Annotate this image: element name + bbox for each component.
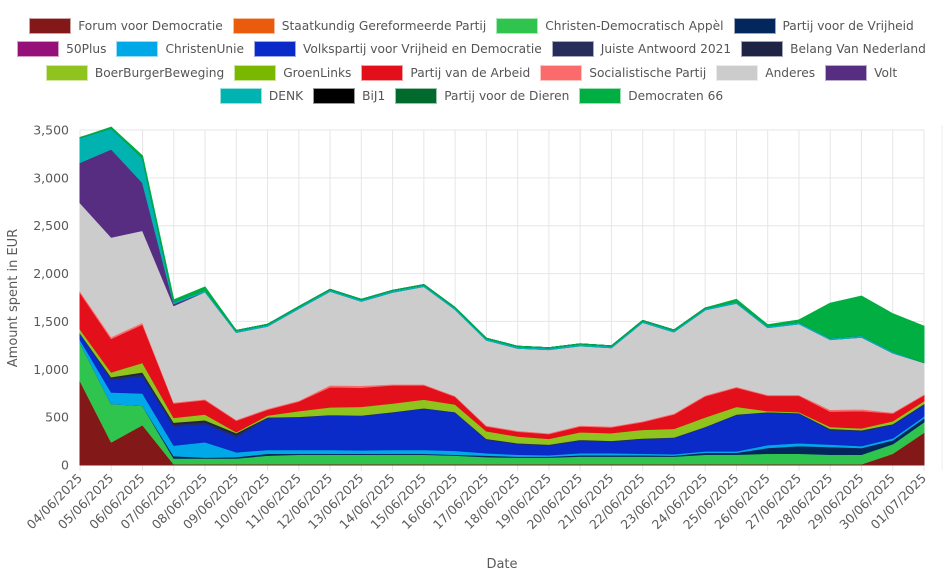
y-tick-label: 500: [45, 410, 69, 425]
legend-item[interactable]: Partij voor de Vrijheid: [733, 17, 914, 34]
legend-swatch: [579, 88, 622, 105]
legend-item[interactable]: Volt: [825, 64, 898, 81]
legend-label: Volt: [874, 65, 898, 80]
legend-item[interactable]: 50Plus: [17, 41, 107, 58]
legend-swatch: [219, 88, 262, 105]
legend-label: DENK: [268, 89, 304, 104]
x-axis-ticks: 04/06/202505/06/202506/06/202507/06/2025…: [24, 471, 930, 533]
y-tick-label: 3,000: [33, 170, 69, 185]
legend-swatch: [716, 64, 759, 81]
legend-label: Partij voor de Vrijheid: [782, 18, 914, 33]
legend-item[interactable]: DENK: [219, 88, 304, 105]
legend-label: Anderes: [765, 65, 816, 80]
legend-swatch: [496, 17, 539, 34]
legend-swatch: [17, 41, 60, 58]
y-tick-label: 2,000: [33, 266, 69, 281]
legend-label: Democraten 66: [628, 89, 724, 104]
legend-item[interactable]: Belang Van Nederland: [741, 41, 926, 58]
area-democraten-66[interactable]: [79, 126, 925, 364]
legend-label: Juiste Antwoord 2021: [600, 42, 732, 57]
legend-row: BoerBurgerBeweging GroenLinks Partij van d…: [0, 61, 943, 85]
legend-swatch: [551, 41, 594, 58]
legend-item[interactable]: Partij voor de Dieren: [395, 88, 570, 105]
legend-item[interactable]: Volkspartij voor Vrijheid en Democratie: [254, 41, 542, 58]
legend-swatch: [825, 64, 868, 81]
legend-swatch: [116, 41, 159, 58]
legend-label: 50Plus: [66, 42, 107, 57]
y-axis-title: Amount spent in EUR: [6, 229, 21, 367]
legend-row: Forum voor Democratie Staatkundig Gerefor…: [0, 14, 943, 38]
legend-item[interactable]: Socialistische Partij: [540, 64, 707, 81]
legend-swatch: [232, 17, 275, 34]
y-tick-label: 0: [61, 458, 69, 473]
legend-label: Partij voor de Dieren: [444, 89, 570, 104]
y-tick-label: 1,000: [33, 362, 69, 377]
legend-label: Belang Van Nederland: [790, 42, 926, 57]
legend-swatch: [313, 88, 356, 105]
legend-label: ChristenUnie: [165, 42, 244, 57]
legend-row: DENK BiJ1 Partij voor de Dieren Democraten …: [0, 85, 943, 109]
y-tick-label: 3,500: [33, 123, 69, 138]
area-series: [79, 126, 925, 466]
legend-item[interactable]: ChristenUnie: [116, 41, 244, 58]
legend-swatch: [741, 41, 784, 58]
legend-item[interactable]: Partij van de Arbeid: [361, 64, 531, 81]
legend-swatch: [361, 64, 404, 81]
legend-label: BiJ1: [362, 89, 386, 104]
legend-item[interactable]: Juiste Antwoord 2021: [551, 41, 732, 58]
legend-row: 50Plus ChristenUnie Volkspartij voor Vrijh…: [0, 38, 943, 62]
legend-swatch: [29, 17, 72, 34]
legend-item[interactable]: Staatkundig Gereformeerde Partij: [232, 17, 487, 34]
legend-item[interactable]: Christen-Democratisch Appèl: [496, 17, 724, 34]
legend-label: Partij van de Arbeid: [410, 65, 531, 80]
legend-item[interactable]: Democraten 66: [579, 88, 724, 105]
chart-legend: Forum voor Democratie Staatkundig Gerefor…: [0, 14, 943, 108]
legend-label: GroenLinks: [283, 65, 352, 80]
legend-label: Forum voor Democratie: [78, 18, 223, 33]
legend-label: Socialistische Partij: [589, 65, 707, 80]
legend-item[interactable]: BoerBurgerBeweging: [45, 64, 225, 81]
legend-swatch: [395, 88, 438, 105]
legend-label: Staatkundig Gereformeerde Partij: [281, 18, 487, 33]
legend-label: BoerBurgerBeweging: [94, 65, 225, 80]
y-tick-label: 2,500: [33, 218, 69, 233]
y-axis-ticks: 0 500 1,000 1,500 2,000 2,500 3,000 3,500: [33, 123, 69, 473]
legend-item[interactable]: Forum voor Democratie: [29, 17, 223, 34]
legend-swatch: [45, 64, 88, 81]
legend-label: Christen-Democratisch Appèl: [545, 18, 724, 33]
legend-item[interactable]: GroenLinks: [234, 64, 352, 81]
legend-swatch: [234, 64, 277, 81]
legend-item[interactable]: BiJ1: [313, 88, 386, 105]
legend-swatch: [254, 41, 296, 58]
legend-swatch: [733, 17, 776, 34]
legend-label: Volkspartij voor Vrijheid en Democratie: [303, 42, 542, 57]
x-axis-title: Date: [486, 557, 517, 572]
legend-swatch: [540, 64, 583, 81]
y-tick-label: 1,500: [33, 314, 69, 329]
legend-item[interactable]: Anderes: [716, 64, 816, 81]
